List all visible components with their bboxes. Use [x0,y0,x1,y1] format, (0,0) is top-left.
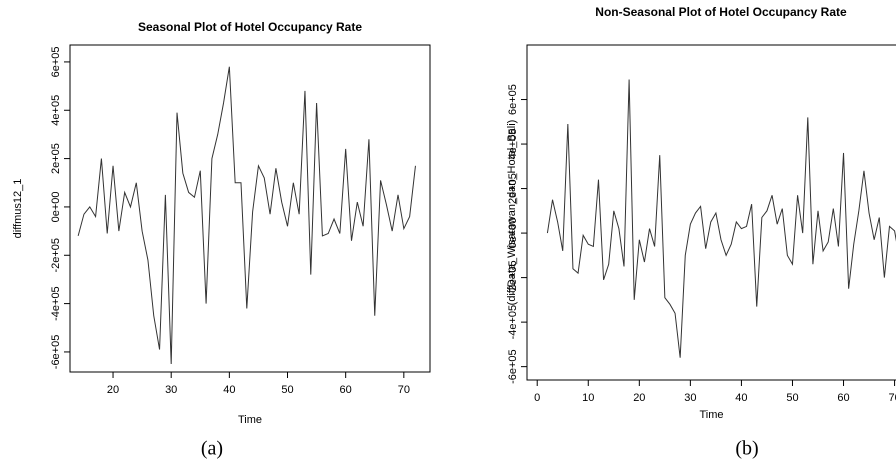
y-tick-label: -4e+05 [507,305,519,340]
caption: (b) [735,438,758,460]
y-tick-label: 0e+00 [50,191,62,222]
y-axis-label: diffmus12_1 [12,179,24,239]
y-tick-label: 0e+00 [507,218,519,249]
x-tick-label: 30 [165,384,177,396]
y-tick-label: -6e+05 [50,335,62,370]
x-tick-label: 0 [534,392,540,404]
x-axis-label: Time [238,414,262,426]
x-tick-label: 60 [837,392,849,404]
x-tick-label: 70 [888,392,896,404]
plot-frame [526,44,896,381]
chart-title: Seasonal Plot of Hotel Occupancy Rate [138,20,362,34]
x-tick-label: 20 [633,392,645,404]
plot-frame [69,44,431,373]
y-tick-label: -6e+05 [507,349,519,384]
y-tick-label: 2e+05 [507,173,519,204]
x-axis-label: Time [699,409,723,421]
x-tick-label: 50 [786,392,798,404]
x-tick-label: 30 [684,392,696,404]
y-tick-label: -2e+05 [507,260,519,295]
x-tick-label: 10 [582,392,594,404]
data-line [546,79,896,358]
x-tick-label: 60 [340,384,352,396]
x-tick-label: 70 [398,384,410,396]
x-tick-label: 40 [735,392,747,404]
y-tick-label: 4e+05 [507,129,519,160]
y-tick-label: -2e+05 [50,238,62,273]
y-tick-label: 6e+05 [50,46,62,77]
x-tick-label: 50 [281,384,293,396]
y-tick-label: 6e+05 [507,84,519,115]
x-tick-label: 20 [107,384,119,396]
x-tick-label: 40 [223,384,235,396]
y-tick-label: 2e+05 [50,143,62,174]
data-line [77,66,416,365]
y-tick-label: -4e+05 [50,286,62,321]
y-tick-label: 4e+05 [50,95,62,126]
chart-title: Non-Seasonal Plot of Hotel Occupancy Rat… [595,5,847,19]
caption: (a) [201,438,223,460]
y-axis-label: (diffData_Wisatawan_dan_Hotel_Bali) [506,120,518,306]
